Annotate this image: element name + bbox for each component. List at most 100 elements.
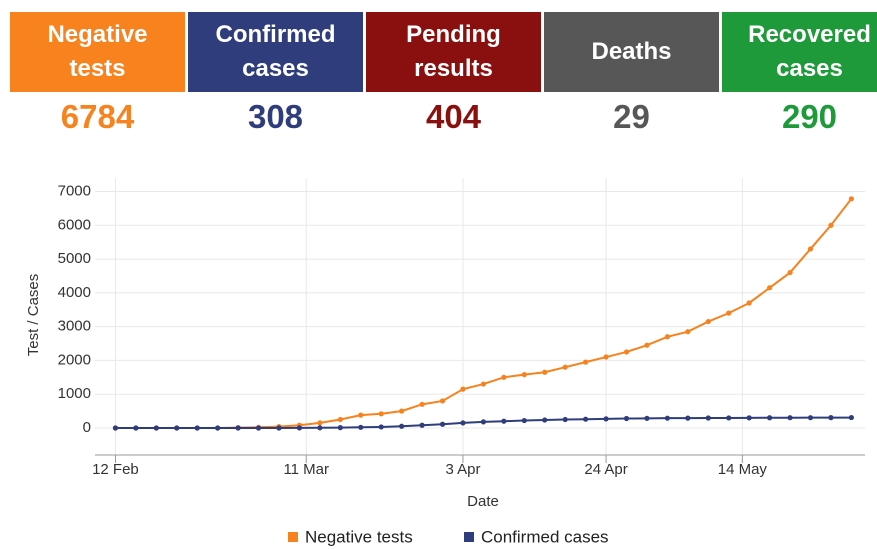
point [726,310,732,316]
x-axis-title: Date [467,493,499,510]
point [767,415,773,421]
stat-label: Deaths [591,38,672,65]
legend-label: Confirmed cases [481,527,609,546]
stat-card: Confirmed cases [188,12,363,92]
x-tick-label: 3 Apr [445,461,480,478]
point [337,425,343,431]
legend-swatch [288,532,298,542]
point [194,425,200,431]
stat-card: Pending results [366,12,541,92]
series-line [115,198,853,429]
point [807,415,814,421]
point [174,425,180,431]
point [480,419,487,425]
point [685,329,691,335]
point [501,418,507,424]
y-tick-label: 0 [83,419,91,436]
legend-swatch [464,532,474,542]
point [337,416,343,423]
point [521,372,527,378]
point [705,318,711,325]
y-tick-label: 3000 [58,318,91,335]
point [112,425,119,431]
y-tick-label: 4000 [58,284,91,301]
point [644,342,650,348]
point [807,246,814,252]
point [746,300,752,306]
point [787,269,793,276]
point [296,425,303,431]
y-axis-title: Test / Cases [25,274,42,357]
x-tick-label: 11 Mar [283,461,329,478]
stat-label: Recovered cases [748,21,871,82]
stat-label: Pending results [406,21,501,82]
y-tick-label: 2000 [58,351,91,368]
stat-card: Negative tests [10,12,185,92]
point [521,417,527,424]
point [828,222,834,228]
point [562,416,568,423]
point [828,415,834,421]
x-tick-label: 24 Apr [584,461,627,478]
point [767,285,773,291]
stat-card: Deaths [544,12,719,92]
y-tick-label: 5000 [58,250,91,267]
point [542,369,548,375]
point [460,420,466,426]
stat-label: Confirmed cases [215,21,336,82]
point [317,420,323,426]
stat-value: 290 [781,98,838,135]
point [235,425,241,431]
y-tick-label: 6000 [58,216,91,233]
point [460,386,466,392]
point [358,424,364,430]
point [255,425,262,431]
point [623,415,630,422]
point [419,422,425,428]
x-tick-label: 12 Feb [92,461,139,478]
point [439,421,446,427]
stat-value: 6784 [60,98,135,135]
point [848,414,854,421]
x-tick-label: 14 May [718,461,768,478]
point [603,416,609,422]
point [746,415,752,421]
point [276,425,282,431]
point [583,359,589,365]
legend-label: Negative tests [305,527,413,546]
point [664,334,670,340]
point [378,424,384,430]
stat-value: 404 [425,98,482,135]
point [399,423,405,429]
point [358,412,364,418]
point [153,425,159,431]
point [644,415,650,421]
point [542,417,548,423]
point [623,349,630,355]
point [603,354,609,360]
point [787,415,793,421]
y-tick-label: 7000 [58,182,91,199]
point [133,425,139,431]
point [419,401,425,407]
point [480,381,487,387]
point [583,416,589,422]
point [664,415,670,421]
stat-value: 29 [613,98,650,135]
point [399,408,405,414]
point [848,196,854,202]
y-tick-label: 1000 [58,385,91,402]
stat-value: 308 [247,98,304,135]
point [378,411,384,417]
stat-label: Negative tests [47,21,148,82]
point [215,425,221,431]
point [439,398,446,404]
point [685,415,691,421]
point [317,425,323,431]
point [705,415,711,421]
point [562,364,568,370]
stat-card: Recovered cases [722,12,877,92]
point [501,374,507,380]
